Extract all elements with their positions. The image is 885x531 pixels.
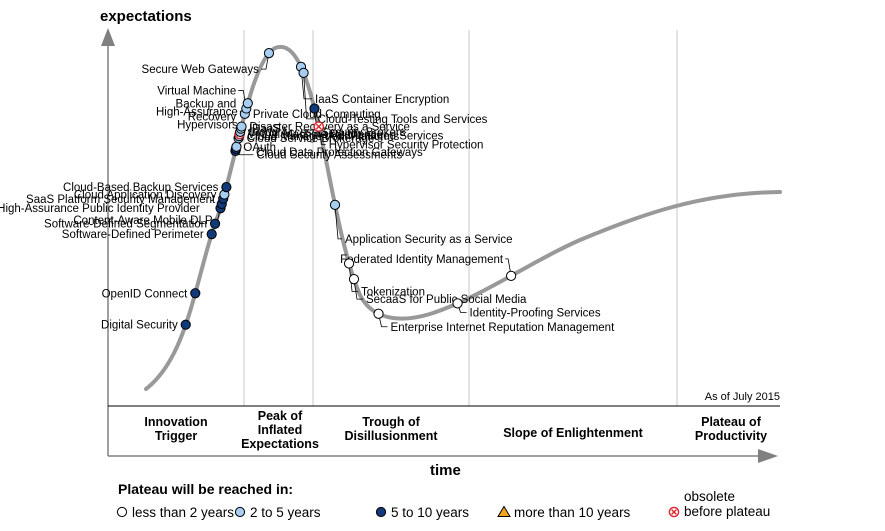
tech-point-cloud-based-backup-services — [221, 182, 232, 193]
tech-label-idaas: IDaaS — [249, 124, 281, 136]
tech-label-private-cloud-computing: Private Cloud Computing — [253, 109, 381, 121]
legend-item-2to5: 2 to 5 years — [234, 505, 321, 520]
tech-point-software-defined-perimeter — [206, 229, 217, 240]
tech-label-enterprise-internet-reputation-management: Enterprise Internet Reputation Managemen… — [391, 322, 616, 334]
tech-point-enterprise-internet-reputation-management — [373, 308, 384, 319]
tech-label-software-defined-segmentation: Software-Defined Segmentation — [44, 219, 207, 231]
tech-label-cloud-access-security-brokers: Cloud Access Security Brokers — [248, 127, 405, 139]
tech-point-federated-identity-management — [506, 270, 517, 281]
axes — [101, 28, 780, 463]
legend-marker-5to10 — [375, 506, 387, 518]
tech-label-high-assurance-hypervisors: High-Assurance Hypervisors — [156, 106, 238, 131]
tech-label-openid-connect: OpenID Connect — [102, 288, 188, 300]
tech-point-digital-security — [180, 319, 191, 330]
tech-point-cloud-testing-tools-and-services — [298, 67, 309, 79]
tech-label-cloud-testing-tools-and-services: Cloud-Testing Tools and Services — [318, 114, 488, 126]
tech-label-content-aware-mobile-dlp: Content-Aware Mobile DLP — [73, 215, 212, 227]
legend-item-obsolete: obsolete before plateau — [668, 489, 770, 519]
tech-label-hypervisor-security-protection: Hypervisor Security Protection — [329, 140, 484, 152]
tech-label-secaas-for-public-social-media: SecaaS for Public Social Media — [366, 294, 527, 306]
tech-label-iaas-container-encryption: IaaS Container Encryption — [315, 94, 449, 106]
as-of-date: As of July 2015 — [705, 391, 780, 403]
legend-marker-lt2 — [116, 506, 128, 518]
tech-label-saas-platform-security-management: SaaS Platform Security Management — [26, 194, 216, 206]
tech-label-oauth: OAuth — [243, 142, 276, 154]
legend-marker-2to5 — [234, 506, 246, 518]
legend-label: 5 to 10 years — [391, 505, 469, 520]
tech-label-tokenization: Tokenization — [361, 286, 425, 298]
tech-point-hypervisor-security-protection — [313, 121, 325, 132]
tech-point-secaas-for-public-social-media — [348, 274, 360, 285]
x-axis-arrow-icon — [758, 449, 778, 463]
technology-points — [180, 48, 517, 330]
tech-label-disaster-recovery-as-a-service: Disaster Recovery as a Service — [250, 122, 410, 134]
tech-label-virtual-machine-resilience: Virtual Machine Resilience — [248, 129, 383, 141]
leader-line — [505, 258, 512, 276]
tech-label-secure-web-gateways: Secure Web Gateways — [142, 64, 260, 76]
tech-label-digital-security: Digital Security — [101, 320, 178, 332]
phase-label: Trough of Disillusionment — [344, 415, 438, 443]
y-axis-arrow-icon — [101, 28, 115, 46]
tech-label-cloud-data-protection-gateways: Cloud Data Protection Gateways — [256, 147, 423, 159]
tech-point-cloud-security-assessments — [231, 141, 242, 152]
tech-label-cloud-service-brokerage: Cloud Service Brokerage — [247, 133, 375, 145]
legend-item-5to10: 5 to 10 years — [375, 505, 469, 520]
tech-point-iam-managed-services — [309, 103, 320, 114]
tech-point-secure-web-gateways — [263, 48, 275, 59]
legend-title: Plateau will be reached in: — [118, 481, 293, 497]
phase-labels: Innovation Trigger Peak of Inflated Expectat… — [144, 409, 767, 451]
phase-label: Innovation Trigger — [144, 415, 207, 443]
tech-label-cloud-security-assessments: Cloud Security Assessments — [256, 150, 402, 162]
x-axis-title: time — [430, 462, 461, 479]
hype-curve — [144, 44, 782, 391]
tech-point-software-defined-segmentation — [209, 218, 221, 229]
legend: Plateau will be reached in: less than 2 y… — [116, 481, 770, 520]
tech-label-software-defined-perimeter: Software-Defined Perimeter — [62, 229, 204, 241]
tech-label-high-assurance-public-identity-provider: High-Assurance Public Identity Provider — [0, 203, 200, 215]
tech-label-federated-identity-management: Federated Identity Management — [340, 254, 504, 266]
leader-line — [260, 53, 270, 70]
tech-label-virtual-machine-backup-and-recovery: Virtual Machine Backup and Recovery — [157, 86, 236, 124]
phase-label: Peak of Inflated Expectations — [241, 409, 319, 451]
tech-label-cloud-based-backup-services: Cloud-Based Backup Services — [63, 182, 219, 194]
legend-marker-gt10 — [497, 505, 511, 517]
tech-point-high-assurance-hypervisors — [242, 98, 253, 109]
legend-label: 2 to 5 years — [250, 505, 321, 520]
tech-label-cloud-application-discovery: Cloud Application Discovery — [74, 190, 217, 202]
tech-point-application-security-as-a-service — [329, 199, 341, 211]
legend-marker-obsolete — [668, 506, 680, 518]
leader-line — [318, 126, 326, 146]
tech-point-identity-proofing-services — [452, 298, 463, 309]
tech-point-disaster-recovery-as-a-service — [236, 121, 247, 132]
tech-label-cloud-management-platforms: Cloud Management Platforms — [247, 131, 399, 143]
tech-label-iam-managed-services: IAM Managed Services — [324, 130, 443, 142]
leader-line — [334, 204, 343, 240]
tech-point-openid-connect — [190, 288, 201, 299]
leader-line — [303, 72, 315, 120]
phase-dividers — [243, 30, 678, 406]
phase-label: Slope of Enlightenment — [503, 426, 643, 440]
technology-labels: Digital Security OpenID Connect Software-D… — [0, 64, 615, 334]
y-axis-title: expectations — [100, 8, 192, 25]
legend-label: less than 2 years — [132, 505, 234, 520]
legend-item-lt2: less than 2 years — [116, 505, 234, 520]
tech-label-identity-proofing-services: Identity-Proofing Services — [470, 307, 601, 319]
legend-item-gt10: more than 10 years — [497, 505, 631, 520]
legend-label: more than 10 years — [514, 505, 631, 520]
tech-label-application-security-as-a-service: Application Security as a Service — [345, 234, 512, 246]
leader-line — [353, 279, 363, 300]
tech-point-tokenization — [343, 258, 355, 269]
legend-label: obsolete before plateau — [684, 489, 770, 519]
phase-label: Plateau of Productivity — [695, 415, 767, 443]
